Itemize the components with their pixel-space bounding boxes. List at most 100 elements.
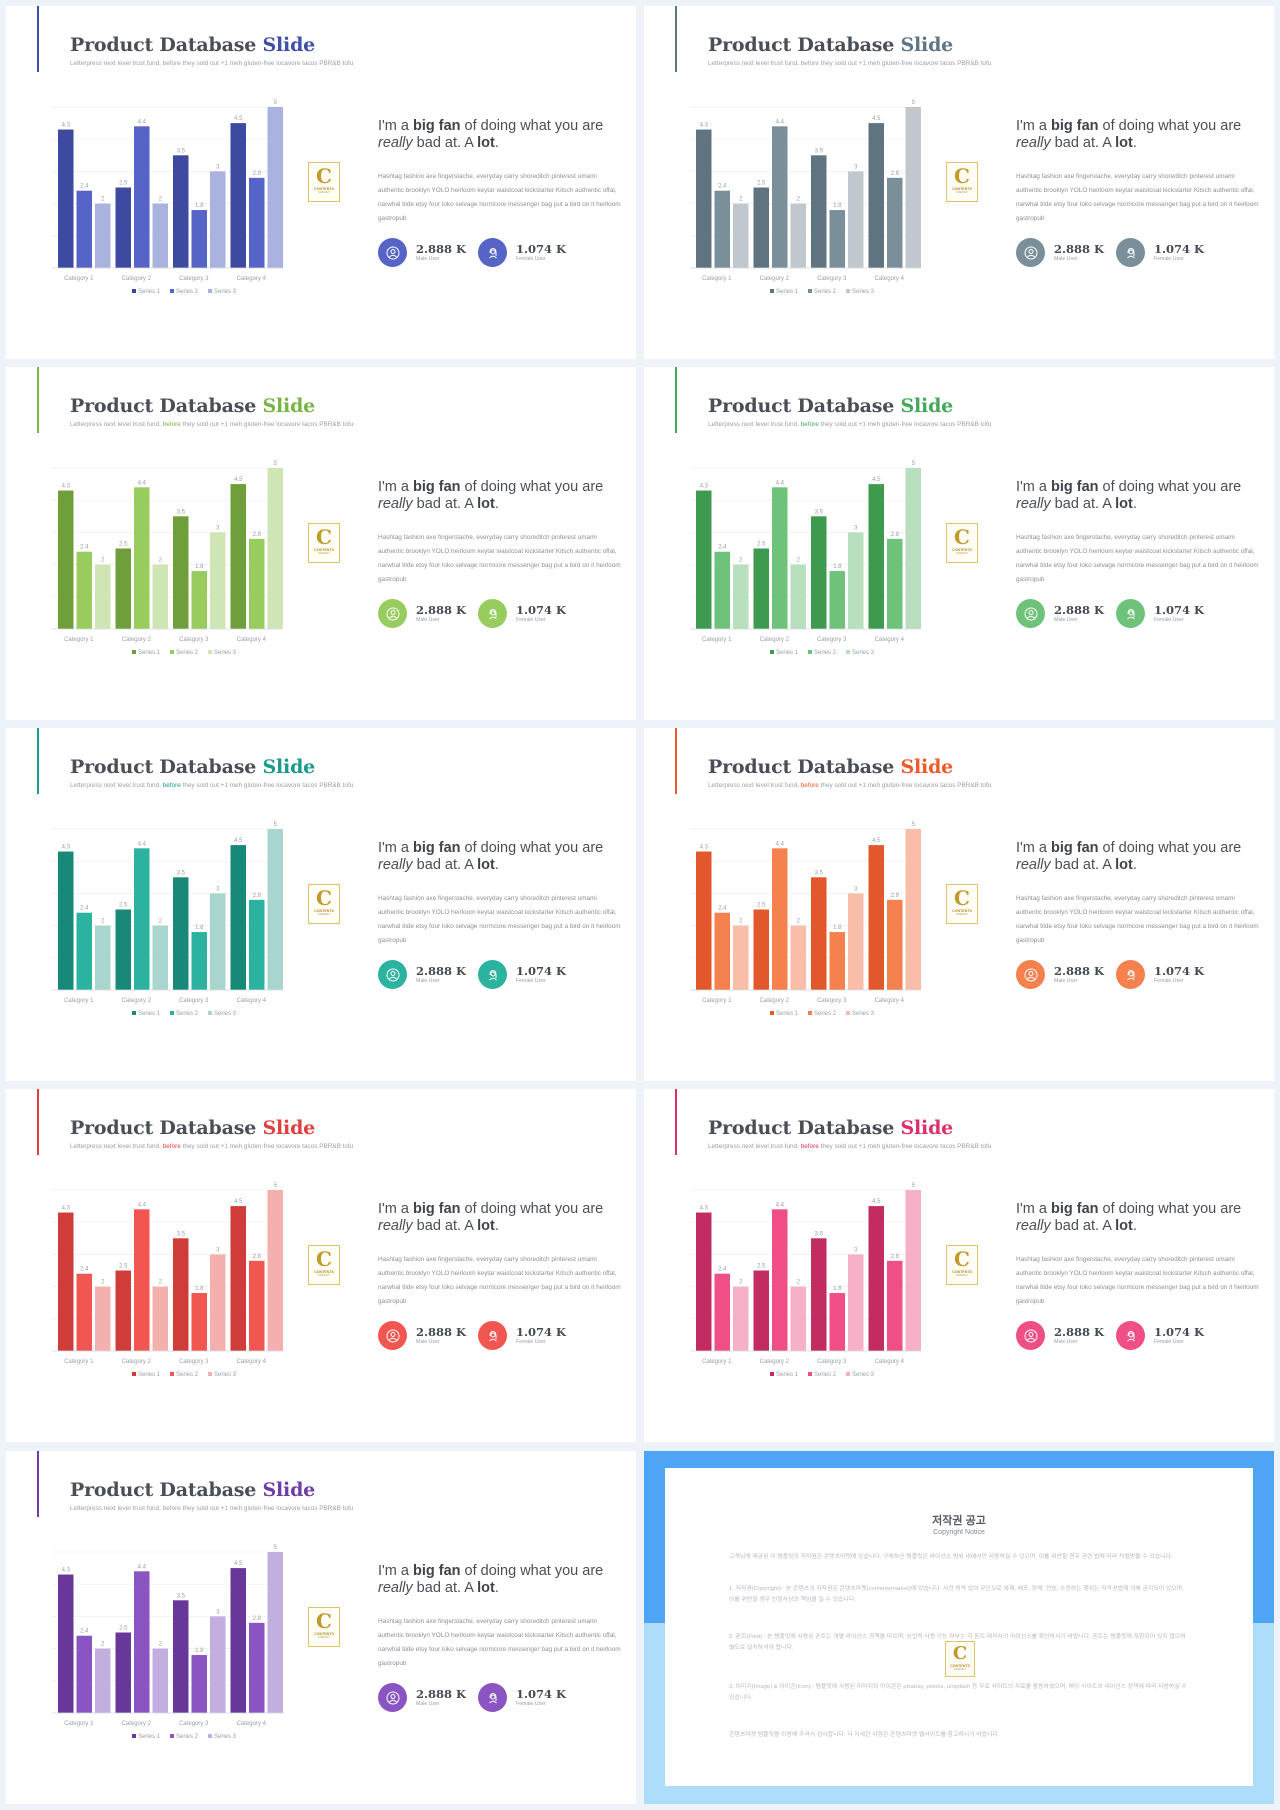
subtitle-after: they sold out +1 meh gluten-free locavor… <box>182 60 354 67</box>
category-tick-label: Category 3 <box>179 998 209 1004</box>
male-user-value: 2.888 K <box>416 963 467 978</box>
notice-card: 저작권 공고 Copyright Notice 고객님께 제공된 이 템플릿의 … <box>665 1468 1253 1786</box>
legend-swatch <box>170 650 174 654</box>
bar-value-label: 4.5 <box>234 838 243 844</box>
bar-series-2-3 <box>191 571 207 629</box>
bar-value-label: 1.8 <box>833 203 842 209</box>
bar-value-label: 4.5 <box>872 838 881 844</box>
bar-value-label: 3.5 <box>177 870 186 876</box>
logo-line2: MARKET <box>318 912 330 916</box>
bar-value-label: 2 <box>797 1280 801 1286</box>
legend-entry: Series 1 <box>138 289 161 295</box>
bar-series-1-3 <box>811 877 827 990</box>
female-user-label: Female User <box>516 1700 546 1707</box>
product-database-slide-green[interactable]: Product Database Slide Letterpress next … <box>644 367 1274 720</box>
headline-bold: lot <box>1115 496 1133 512</box>
bar-series-1-1 <box>58 490 74 629</box>
user-icon <box>1016 238 1045 267</box>
legend-swatch <box>770 1011 774 1015</box>
product-database-slide-blue[interactable]: Product Database Slide Letterpress next … <box>6 6 636 359</box>
female-user-stat: 1.074 K Female User <box>1116 1321 1204 1350</box>
headline-part: of doing what you are <box>460 118 604 134</box>
bar-series-1-1 <box>696 129 712 268</box>
bar-series-2-2 <box>134 487 150 629</box>
subtitle-accent-word: before <box>800 60 819 67</box>
bar-value-label: 3 <box>854 164 858 170</box>
accent-line <box>37 1451 39 1517</box>
female-user-label: Female User <box>1154 977 1184 984</box>
contents-market-logo: C CONTENTS MARKET <box>308 884 340 924</box>
bar-series-1-1 <box>696 1212 712 1351</box>
product-database-slide-lime[interactable]: Product Database Slide Letterpress next … <box>6 367 636 720</box>
bar-series-2-4 <box>249 177 265 268</box>
bar-series-2-1 <box>76 551 92 629</box>
bar-series-2-4 <box>249 1622 265 1713</box>
female-user-label: Female User <box>516 1338 546 1345</box>
bar-series-3-2 <box>790 564 806 629</box>
copyright-notice-slide[interactable]: 저작권 공고 Copyright Notice 고객님께 제공된 이 템플릿의 … <box>644 1451 1274 1804</box>
bar-value-label: 3 <box>216 886 220 892</box>
legend-entry: Series 2 <box>176 1011 199 1017</box>
title-main: Product Database <box>70 1479 257 1501</box>
logo-line2: MARKET <box>954 1667 966 1671</box>
accent-line <box>675 367 677 433</box>
category-tick-label: Category 2 <box>122 1359 152 1365</box>
legend-swatch <box>770 289 774 293</box>
product-database-slide-red[interactable]: Product Database Slide Letterpress next … <box>6 1089 636 1442</box>
bar-value-label: 2 <box>101 197 105 203</box>
headline-bold: big fan <box>413 1201 461 1217</box>
legend-swatch <box>846 650 850 654</box>
bar-value-label: 2.5 <box>757 181 766 187</box>
slide-title: Product Database Slide <box>70 395 315 417</box>
headline: I'm a big fan of doing what you are real… <box>378 1563 623 1597</box>
headline-part: . <box>494 135 499 151</box>
bar-value-label: 2.8 <box>253 1254 262 1260</box>
male-user-label: Male User <box>416 1338 440 1345</box>
title-accent: Slide <box>900 395 954 417</box>
bar-value-label: 4.5 <box>234 1199 243 1205</box>
headline: I'm a big fan of doing what you are real… <box>378 840 623 874</box>
bar-series-3-1 <box>95 1648 111 1713</box>
product-database-slide-orange[interactable]: Product Database Slide Letterpress next … <box>644 728 1274 1081</box>
legend-swatch <box>808 650 812 654</box>
logo-letter: C <box>316 1247 332 1271</box>
category-tick-label: Category 3 <box>817 998 847 1004</box>
logo-line1: CONTENTS <box>952 548 972 552</box>
contents-market-logo: C CONTENTS MARKET <box>946 162 978 202</box>
logo-line1: CONTENTS <box>314 187 334 191</box>
female-user-value: 1.074 K <box>1154 1324 1205 1339</box>
user-icon <box>478 238 507 267</box>
logo-line2: MARKET <box>318 1273 330 1277</box>
bar-series-2-1 <box>76 190 92 268</box>
headline-part: I'm a <box>1016 479 1051 495</box>
slide-title: Product Database Slide <box>708 34 953 56</box>
slide-title: Product Database Slide <box>70 1117 315 1139</box>
bar-series-3-1 <box>733 564 749 629</box>
bar-value-label: 2.8 <box>891 1254 900 1260</box>
bar-series-2-1 <box>714 1273 730 1351</box>
bar-series-1-4 <box>230 845 246 990</box>
product-database-slide-slate[interactable]: Product Database Slide Letterpress next … <box>644 6 1274 359</box>
product-database-slide-teal[interactable]: Product Database Slide Letterpress next … <box>6 728 636 1081</box>
product-database-slide-pink[interactable]: Product Database Slide Letterpress next … <box>644 1089 1274 1442</box>
product-database-slide-purple[interactable]: Product Database Slide Letterpress next … <box>6 1451 636 1804</box>
bar-series-3-4 <box>905 1190 921 1351</box>
legend-swatch <box>808 1372 812 1376</box>
bar-series-2-4 <box>249 538 265 629</box>
headline-part: bad at. A <box>412 1218 478 1234</box>
headline-part: bad at. A <box>1050 1218 1116 1234</box>
slide-title: Product Database Slide <box>708 756 953 778</box>
accent-line <box>675 728 677 794</box>
subtitle-before: Letterpress next level trust fund, <box>708 60 799 67</box>
bar-series-2-2 <box>134 1209 150 1351</box>
category-tick-label: Category 3 <box>179 1359 209 1365</box>
bar-chart: 4.3 2.4 2 Category 1 2.5 4.4 2 Category 2 3.5 1.8… <box>52 461 283 656</box>
bar-value-label: 4.4 <box>776 480 785 486</box>
bar-series-3-4 <box>267 1190 283 1351</box>
bar-series-2-4 <box>887 538 903 629</box>
legend-entry: Series 2 <box>176 650 199 656</box>
logo-line2: MARKET <box>956 912 968 916</box>
bar-series-1-3 <box>173 877 189 990</box>
category-tick-label: Category 4 <box>875 1359 905 1365</box>
notice-title: 저작권 공고 <box>932 1515 986 1527</box>
